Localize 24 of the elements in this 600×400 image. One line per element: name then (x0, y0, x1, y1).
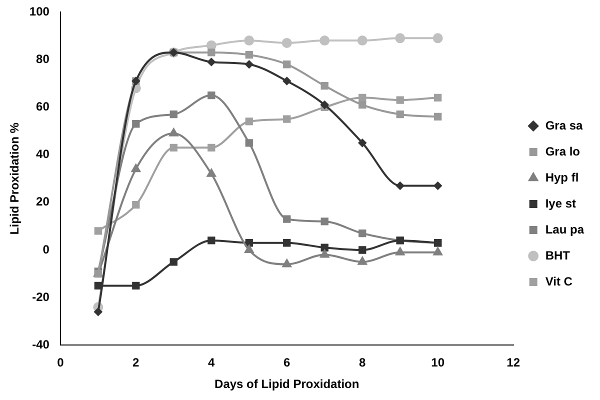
x-tick-label: 10 (431, 356, 445, 370)
y-tick-label: 80 (36, 52, 50, 66)
legend-label: Gra lo (545, 144, 580, 158)
y-tick-label: 20 (36, 194, 50, 209)
x-axis-title: Days of Lipid Proxidation (214, 377, 360, 392)
legend-label: Lau pa (545, 222, 584, 236)
legend-label: Vit C (545, 274, 573, 288)
x-tick-label: 4 (208, 356, 216, 370)
x-tick-label: 12 (506, 356, 520, 370)
x-tick-label: 0 (57, 356, 64, 370)
legend-label: Hyp fl (545, 170, 579, 184)
x-tick-label: 6 (284, 356, 291, 370)
legend-label: Iye st (545, 196, 576, 210)
x-tick-label: 8 (359, 356, 366, 370)
x-tick-label: 2 (132, 356, 140, 370)
y-tick-label: 60 (36, 100, 50, 114)
legend-label: Gra sa (545, 118, 584, 132)
legend-label: BHT (545, 248, 571, 262)
y-axis-title: Lipid Proxidation % (8, 122, 22, 235)
y-tick-label: -40 (32, 338, 50, 352)
y-tick-label: 100 (29, 4, 50, 18)
y-tick-label: -20 (32, 290, 50, 304)
y-tick-label: 40 (36, 147, 50, 162)
y-tick-label: 0 (42, 242, 50, 256)
